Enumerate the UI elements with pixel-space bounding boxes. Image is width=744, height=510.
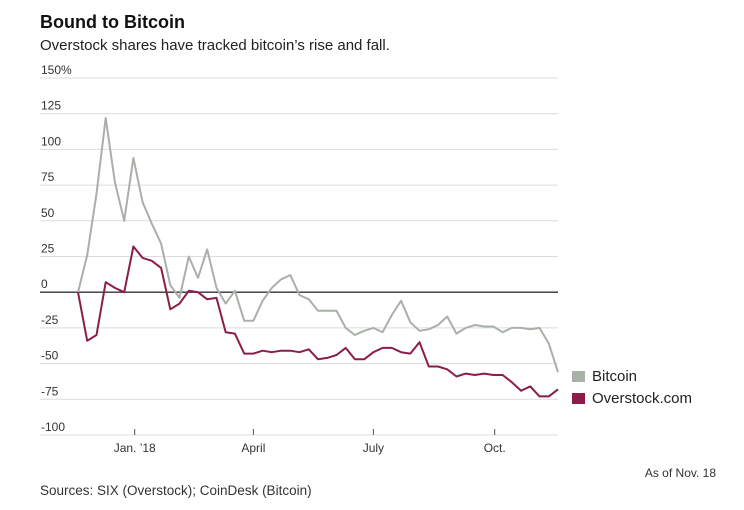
legend-label-bitcoin: Bitcoin (592, 368, 637, 385)
y-tick-label: -75 (41, 384, 59, 398)
y-axis-ticks: 150% 125 100 75 50 25 0 -25 -50 -75 -100 (41, 63, 72, 434)
x-tick-label: Jan. ’18 (114, 441, 156, 455)
series-lines (77, 117, 559, 398)
y-tick-label: -100 (41, 420, 65, 434)
chart-title: Bound to Bitcoin (40, 12, 185, 32)
legend-label-overstock-com: Overstock.com (592, 390, 692, 407)
y-tick-label: 100 (41, 134, 61, 148)
x-tick-label: April (241, 441, 265, 455)
y-tick-label: -25 (41, 313, 59, 327)
y-tick-label: 75 (41, 170, 55, 184)
chart-subtitle: Overstock shares have tracked bitcoin’s … (40, 37, 390, 54)
legend: Bitcoin Overstock.com (572, 368, 692, 407)
x-axis-ticks: Jan. ’18 April July Oct. (114, 429, 506, 455)
legend-swatch-bitcoin (572, 371, 585, 382)
source-note: Sources: SIX (Overstock); CoinDesk (Bitc… (40, 483, 312, 498)
y-tick-label: 150% (41, 63, 72, 77)
y-tick-label: 0 (41, 277, 48, 291)
as-of-note: As of Nov. 18 (644, 466, 716, 480)
x-tick-label: Oct. (484, 441, 506, 455)
y-tick-label: -50 (41, 349, 59, 363)
x-tick-label: July (363, 441, 384, 455)
series-line-overstock-com (77, 245, 559, 398)
legend-swatch-overstock-com (572, 393, 585, 404)
series-line-bitcoin (77, 117, 559, 373)
y-tick-label: 125 (41, 99, 61, 113)
gridlines (40, 77, 558, 436)
y-tick-label: 25 (41, 242, 55, 256)
y-tick-label: 50 (41, 206, 55, 220)
